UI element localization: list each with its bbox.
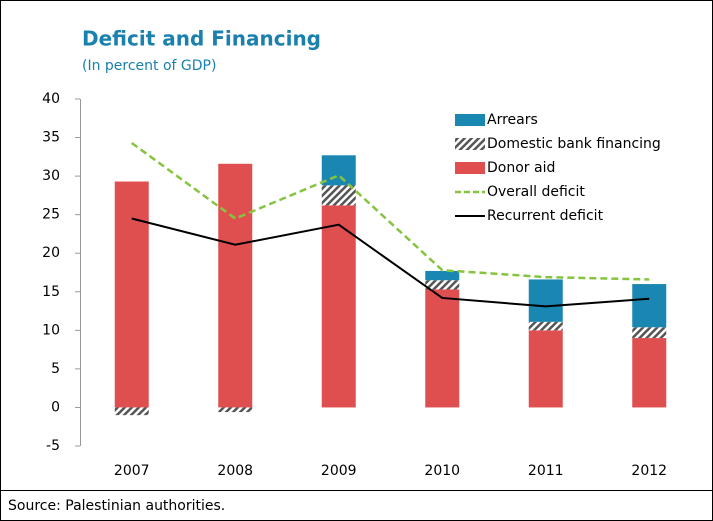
bar-segment (218, 407, 253, 413)
x-tick-label: 2011 (528, 463, 564, 479)
y-tick-label: 15 (42, 284, 60, 300)
bar-segment (425, 289, 460, 408)
chart-title: Deficit and Financing (82, 27, 321, 51)
y-tick-label: 10 (42, 322, 60, 338)
bar-segment (425, 270, 460, 281)
bar-segment (528, 279, 563, 322)
bar-segment (114, 181, 149, 408)
x-tick-label: 2012 (631, 463, 667, 479)
legend-label: Domestic bank financing (487, 136, 661, 152)
x-tick-label: 2009 (321, 463, 357, 479)
legend-label: Arrears (487, 112, 538, 128)
x-tick-label: 2008 (217, 463, 253, 479)
chart-subtitle: (In percent of GDP) (82, 58, 216, 74)
legend-label: Recurrent deficit (487, 208, 604, 224)
bar-segment (114, 407, 149, 416)
bar-segment (321, 185, 356, 206)
bar-segment (632, 327, 667, 339)
bar-segment (321, 205, 356, 408)
y-tick-label: 20 (42, 245, 60, 261)
bar-segment (528, 321, 563, 331)
bar-segment (321, 155, 356, 186)
legend-label: Overall deficit (487, 184, 585, 200)
y-tick-label: -5 (46, 438, 60, 454)
x-tick-label: 2007 (114, 463, 150, 479)
bar-segment (425, 280, 460, 290)
bar-segment (632, 284, 667, 328)
legend-swatch (455, 114, 485, 126)
source-note: Source: Palestinian authorities. (8, 498, 225, 514)
y-tick-label: 25 (42, 207, 60, 223)
legend-swatch (455, 138, 485, 150)
y-tick-label: 0 (51, 399, 60, 415)
bar-segment (528, 330, 563, 408)
legend-swatch (455, 162, 485, 174)
line-series (131, 141, 650, 281)
x-tick-label: 2010 (424, 463, 460, 479)
y-tick-label: 30 (42, 168, 60, 184)
line-series (131, 217, 650, 308)
bar-segment (632, 338, 667, 408)
y-tick-label: 40 (42, 91, 60, 107)
y-tick-label: 35 (42, 130, 60, 146)
legend-label: Donor aid (487, 160, 555, 176)
y-tick-label: 5 (51, 361, 60, 377)
bar-segment (218, 163, 253, 408)
